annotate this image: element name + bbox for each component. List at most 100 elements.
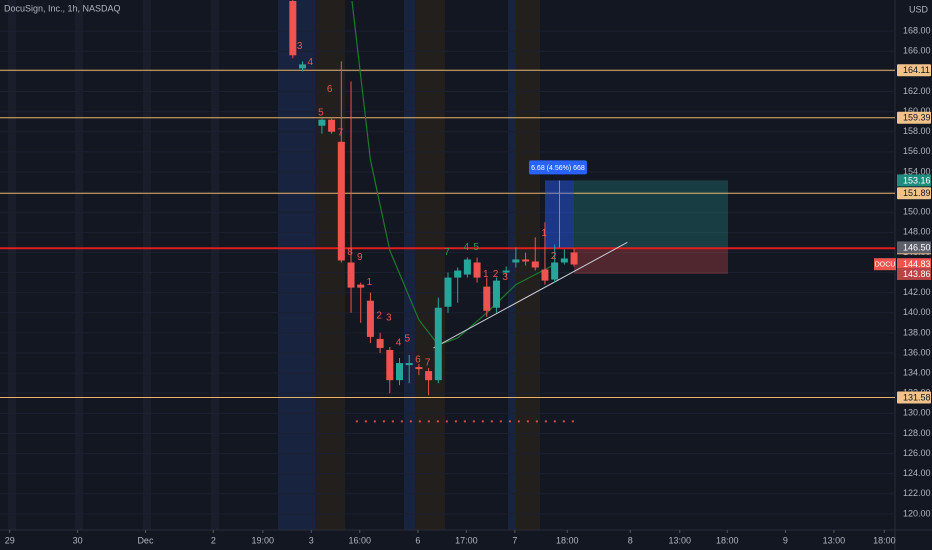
x-tick-label: 19:00: [252, 535, 275, 545]
price-badge: [897, 174, 931, 187]
x-tick-label: 8: [628, 535, 633, 545]
x-tick-label: 17:00: [455, 535, 478, 545]
x-tick-label: 16:00: [348, 535, 371, 545]
candle-body: [483, 286, 491, 311]
band: [75, 0, 83, 530]
y-tick-label: 154.00: [903, 166, 931, 176]
x-tick-label: 2: [211, 535, 216, 545]
y-tick-label: 120.00: [903, 508, 931, 518]
candle-body: [502, 270, 510, 273]
level-label: 151.89: [903, 188, 931, 198]
td-label: 2: [551, 251, 557, 262]
candle-body: [386, 349, 394, 381]
x-tick-label: 9: [783, 535, 788, 545]
symbol-title: DocuSign, Inc., 1h, NASDAQ: [4, 3, 121, 13]
y-tick-label: 150.00: [903, 207, 931, 217]
td-label: 4: [308, 57, 314, 68]
candle-body: [454, 270, 462, 278]
price-badge: [897, 258, 931, 271]
candle-body: [425, 371, 433, 381]
trendline: [433, 241, 628, 349]
td-label: 1: [367, 277, 373, 288]
y-tick-label: 122.00: [903, 488, 931, 498]
y-tick-label: 168.00: [903, 26, 931, 36]
td-label: 9: [357, 252, 363, 263]
candle-body: [473, 262, 481, 278]
td-label: 2: [493, 269, 499, 280]
candle-body: [492, 280, 500, 308]
level-label: 131.58: [903, 392, 931, 402]
td-label: 5: [404, 334, 410, 345]
candle-body: [434, 307, 442, 381]
band: [315, 0, 345, 530]
x-tick-label: 6: [415, 535, 420, 545]
price-badge-label: 146.50: [903, 242, 931, 252]
target-zone: [574, 180, 728, 249]
axes: 120.00122.00124.00126.00128.00130.00132.…: [5, 26, 931, 545]
stop-zone: [574, 248, 728, 274]
candle-body: [289, 1, 297, 56]
candle-body: [570, 252, 578, 265]
price-badge: [897, 267, 931, 280]
band: [278, 0, 315, 530]
x-tick-label: 3: [309, 535, 314, 545]
candle-body: [415, 367, 423, 370]
band: [8, 0, 16, 530]
td-label: 7: [425, 358, 431, 369]
td-label: 2: [376, 310, 382, 321]
price-badge-label: 143.86: [903, 269, 931, 279]
candle-body: [463, 259, 471, 275]
candle-body: [541, 269, 549, 281]
candle-body: [347, 262, 355, 288]
y-tick-label: 124.00: [903, 468, 931, 478]
level-badge: [897, 391, 931, 404]
price-badge-label: 153.16: [903, 175, 931, 185]
td-label: 3: [386, 312, 392, 323]
y-tick-label: 148.00: [903, 227, 931, 237]
price-badge-label: 144.83: [903, 259, 931, 269]
td-label: 5: [318, 107, 324, 118]
td-label: 5: [473, 242, 479, 253]
level-badge: [897, 187, 931, 200]
band: [508, 0, 516, 530]
x-tick-label: 7: [512, 535, 517, 545]
td-label: 1: [541, 228, 547, 239]
candle-body: [299, 64, 307, 69]
y-tick-label: 158.00: [903, 126, 931, 136]
level-label: 164.11: [903, 65, 930, 75]
band: [211, 0, 219, 530]
x-tick-label: 29: [5, 535, 15, 545]
y-tick-label: 166.00: [903, 46, 931, 56]
td-label: 3: [297, 41, 303, 52]
level-badge: [897, 111, 931, 124]
candle-body: [366, 300, 374, 337]
candle-body: [560, 258, 568, 263]
candle-body: [522, 259, 530, 262]
currency-label: USD: [909, 4, 929, 14]
y-tick-label: 156.00: [903, 146, 931, 156]
y-tick-label: 136.00: [903, 347, 931, 357]
measure-label: 6.68 (4.56%) 668: [531, 165, 585, 172]
x-tick-label: 18:00: [873, 535, 896, 545]
y-tick-label: 162.00: [903, 86, 931, 96]
candle-body: [376, 338, 384, 348]
x-tick-label: 18:00: [716, 535, 739, 545]
x-tick-label: 18:00: [556, 535, 579, 545]
y-tick-label: 140.00: [903, 307, 931, 317]
candle-body: [444, 277, 452, 307]
td-label: 1: [483, 269, 489, 280]
y-tick-label: 130.00: [903, 408, 931, 418]
td-label: 4: [464, 242, 470, 253]
candle-body: [551, 262, 559, 280]
y-tick-label: 128.00: [903, 428, 931, 438]
x-tick-label: 13:00: [823, 535, 846, 545]
td-label: 3: [502, 272, 508, 283]
price-badge: [897, 241, 931, 254]
candle-body: [357, 284, 365, 288]
candle-body: [318, 119, 326, 126]
td-label: 7: [338, 127, 344, 138]
candle-body: [531, 261, 539, 268]
candle-body: [405, 363, 413, 366]
